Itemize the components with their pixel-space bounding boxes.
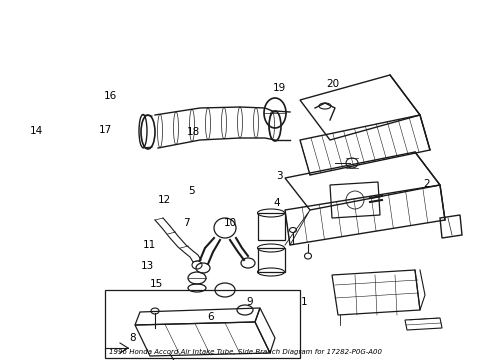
Text: 1: 1 [300, 297, 307, 307]
Text: 2: 2 [423, 179, 430, 189]
Text: 18: 18 [187, 127, 200, 138]
Text: 11: 11 [143, 240, 156, 250]
Text: 20: 20 [327, 78, 340, 89]
Text: 9: 9 [246, 297, 253, 307]
Text: 19: 19 [272, 83, 286, 93]
Text: 3: 3 [276, 171, 283, 181]
Text: 6: 6 [207, 312, 214, 322]
Text: 5: 5 [188, 186, 195, 196]
Bar [105, 290, 300, 358]
Text: 1996 Honda Accord Air Intake Tube, Side Branch Diagram for 17282-P0G-A00: 1996 Honda Accord Air Intake Tube, Side … [108, 349, 382, 355]
Text: 15: 15 [150, 279, 164, 289]
Text: 8: 8 [129, 333, 136, 343]
Text: 14: 14 [30, 126, 44, 136]
Text: 10: 10 [224, 218, 237, 228]
Text: 16: 16 [103, 91, 117, 102]
Text: 12: 12 [157, 195, 171, 205]
Text: 17: 17 [98, 125, 112, 135]
Text: 4: 4 [273, 198, 280, 208]
Text: 13: 13 [140, 261, 154, 271]
Text: 7: 7 [183, 218, 190, 228]
